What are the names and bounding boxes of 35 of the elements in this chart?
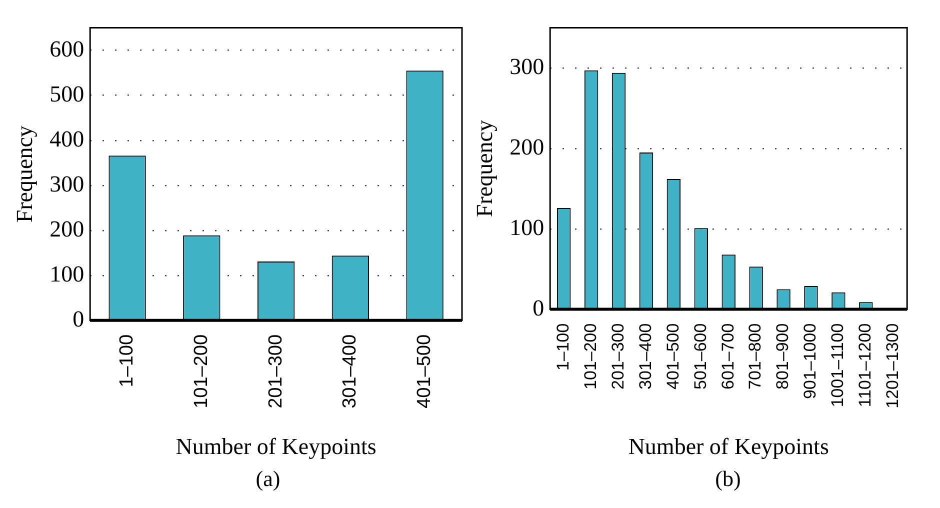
x-tick-label: 701–800 (746, 323, 765, 390)
y-axis-title: Frequency (12, 125, 37, 223)
y-tick-label: 200 (50, 216, 84, 242)
y-tick-label: 600 (50, 36, 84, 62)
x-tick-label: 1101–1200 (856, 323, 875, 408)
text: (a) (254, 466, 282, 492)
x-tick-label: 1201–1300 (883, 323, 902, 408)
y-tick-label: 0 (532, 295, 544, 320)
x-tick-label: 501–600 (690, 323, 710, 390)
y-tick-label: 100 (510, 214, 544, 240)
y-axis-title: Frequency (472, 120, 497, 218)
x-tick-label: 201–300 (608, 323, 628, 390)
x-tick-label: 401–500 (414, 334, 436, 408)
y-tick-label: 400 (50, 126, 84, 152)
y-tick-label: 0 (72, 306, 84, 332)
x-tick-label: 101–200 (190, 334, 212, 408)
x-tick-label: 301–400 (636, 323, 655, 390)
x-axis-title: Number of Keypoints (176, 434, 376, 460)
x-tick-label: 801–900 (773, 323, 792, 390)
y-tick-label: 100 (50, 261, 84, 286)
x-tick-label: 101–200 (580, 323, 600, 390)
x-tick-label: 601–700 (718, 323, 738, 390)
x-tick-label: 1–100 (554, 323, 573, 371)
text: (b) (714, 466, 742, 492)
y-tick-label: 300 (510, 54, 544, 80)
x-tick-label: 301–400 (340, 334, 361, 408)
x-tick-label: 201–300 (265, 334, 286, 408)
y-tick-label: 200 (510, 134, 544, 160)
x-axis-title: Number of Keypoints (628, 434, 829, 460)
x-tick-label: 1–100 (116, 334, 138, 388)
y-tick-label: 300 (50, 171, 84, 196)
x-tick-label: 1001–1100 (828, 323, 848, 408)
y-tick-label: 500 (50, 81, 84, 106)
x-tick-label: 401–500 (663, 323, 682, 390)
x-tick-label: 901–1000 (800, 323, 820, 399)
